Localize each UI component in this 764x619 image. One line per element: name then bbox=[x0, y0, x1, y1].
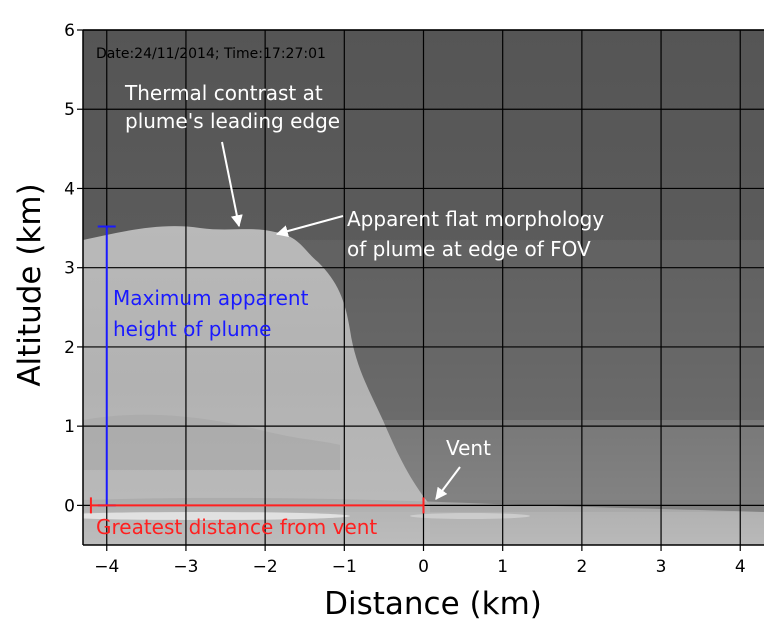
y-axis-title: Altitude (km) bbox=[12, 183, 48, 386]
max-height-label-line2: height of plume bbox=[113, 317, 271, 341]
max-height-label-line1: Maximum apparent bbox=[113, 286, 309, 310]
x-tick-label: 1 bbox=[497, 557, 508, 577]
x-tick-label: −1 bbox=[332, 557, 357, 577]
axes: −4 −3 −2 −1 0 1 2 3 4 0 1 2 3 4 5 6 Distance (km) Altitud… bbox=[12, 21, 764, 619]
x-tick-label: −2 bbox=[253, 557, 278, 577]
flat-morphology-arrow bbox=[275, 215, 344, 237]
y-tick-label: 6 bbox=[64, 21, 75, 41]
y-tick-label: 5 bbox=[64, 100, 75, 120]
y-tick-label: 4 bbox=[64, 179, 75, 199]
y-tick-label: 2 bbox=[64, 338, 75, 358]
x-axis-title: Distance (km) bbox=[324, 586, 542, 619]
y-tick-label: 3 bbox=[64, 259, 75, 279]
annotations: Date:24/11/2014; Time:17:27:01 Thermal co… bbox=[89, 46, 604, 539]
x-tick-label: 3 bbox=[656, 557, 667, 577]
thermal-contrast-label-line2: plume's leading edge bbox=[125, 109, 340, 133]
x-tick-label: 2 bbox=[576, 557, 587, 577]
x-tick-label: 0 bbox=[418, 557, 429, 577]
thermal-contrast-arrow bbox=[221, 141, 243, 228]
y-tick-label: 1 bbox=[64, 417, 75, 437]
timestamp-label: Date:24/11/2014; Time:17:27:01 bbox=[96, 46, 326, 62]
flat-morphology-label-line2: of plume at edge of FOV bbox=[347, 237, 591, 261]
x-tick-label: 4 bbox=[735, 557, 746, 577]
y-tick-label: 0 bbox=[64, 496, 75, 516]
x-tick-label: −3 bbox=[173, 557, 198, 577]
thermal-contrast-label-line1: Thermal contrast at bbox=[124, 81, 323, 105]
flat-morphology-label-line1: Apparent flat morphology bbox=[347, 207, 604, 231]
greatest-distance-label: Greatest distance from vent bbox=[96, 515, 377, 539]
vent-label: Vent bbox=[446, 436, 491, 460]
vent-arrow bbox=[435, 466, 461, 500]
x-tick-label: −4 bbox=[94, 557, 119, 577]
